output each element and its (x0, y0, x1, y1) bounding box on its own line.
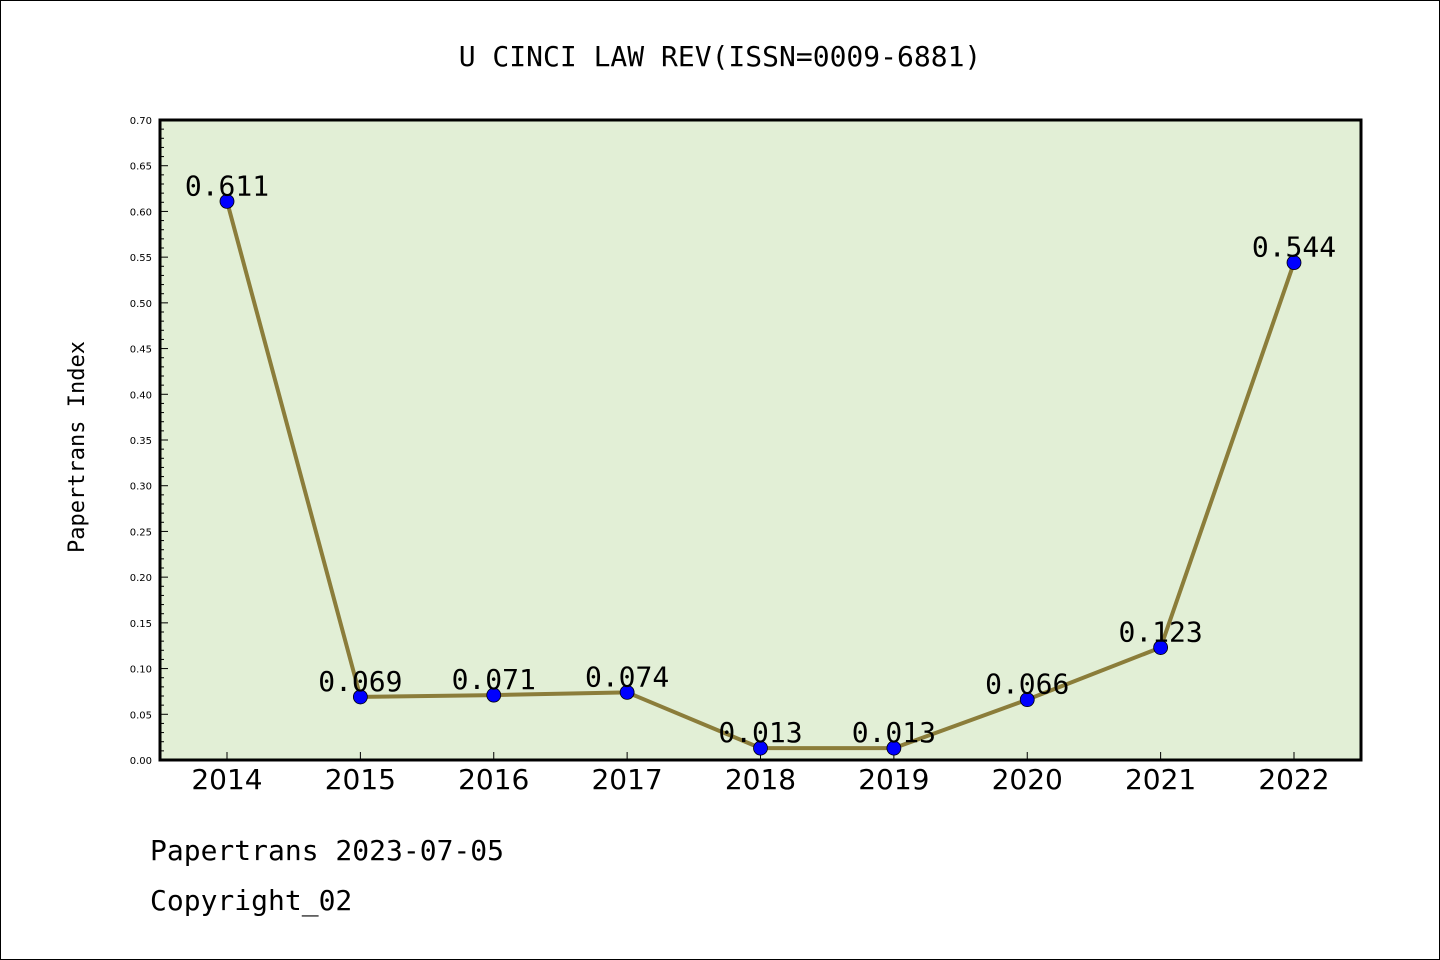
data-label: 0.071 (452, 663, 536, 696)
y-tick-label: 0.30 (130, 482, 152, 493)
data-label: 0.013 (718, 716, 802, 749)
data-label: 0.066 (985, 668, 1069, 701)
x-tick-label: 2015 (325, 763, 396, 796)
data-point (352, 689, 368, 705)
y-axis: 0.00 0.05 0.10 0.15 0.20 0.25 0.30 0.35 0.40 0.45… (130, 116, 168, 767)
y-tick-label: 0.70 (130, 116, 152, 127)
data-label: 0.544 (1252, 231, 1336, 264)
x-tick-label: 2014 (191, 763, 262, 796)
y-tick-label: 0.10 (130, 665, 152, 676)
y-tick-label: 0.35 (130, 436, 152, 447)
y-tick-label: 0.50 (130, 299, 152, 310)
x-tick-label: 2022 (1258, 763, 1329, 796)
footer-copyright: Copyright_02 (150, 884, 353, 917)
y-axis-label: Papertrans Index (65, 341, 90, 553)
x-tick-label: 2020 (992, 763, 1063, 796)
y-tick-label: 0.60 (130, 207, 152, 218)
data-point (619, 684, 635, 700)
y-tick-label: 0.25 (130, 527, 152, 538)
footer-date: Papertrans 2023-07-05 (150, 834, 505, 867)
y-tick-label: 0.40 (130, 390, 152, 401)
data-label: 0.074 (585, 660, 669, 693)
x-tick-label: 2016 (458, 763, 529, 796)
x-tick-label: 2017 (591, 763, 662, 796)
data-point (753, 740, 768, 756)
data-label: 0.069 (318, 665, 402, 698)
data-point (1153, 640, 1169, 655)
data-point (1019, 692, 1035, 708)
y-tick-label: 0.00 (130, 756, 152, 767)
y-tick-label: 0.15 (130, 619, 152, 630)
data-point (219, 193, 235, 209)
y-tick-label: 0.05 (130, 710, 152, 721)
data-label: 0.123 (1118, 616, 1202, 649)
chart-title: U CINCI LAW REV(ISSN=0009-6881) (459, 40, 982, 73)
x-tick-label: 2021 (1125, 763, 1196, 796)
series-papertrans-index: 0.611 0.069 0.071 0.074 0.013 0.013 0.066 0.123… (185, 169, 1336, 756)
y-tick-label: 0.65 (130, 162, 152, 173)
plot-border (158, 118, 1363, 762)
data-point (486, 687, 502, 703)
y-tick-label: 0.45 (130, 345, 152, 356)
x-axis: 2014 2015 2016 2017 2018 2019 2020 2021 2022 (191, 752, 1330, 796)
data-label: 0.611 (185, 169, 269, 202)
y-tick-label: 0.20 (130, 573, 152, 584)
y-tick-label: 0.55 (130, 253, 152, 264)
data-point (1286, 255, 1302, 271)
x-tick-label: 2018 (725, 763, 796, 796)
data-point (886, 740, 902, 756)
data-label: 0.013 (852, 716, 936, 749)
x-tick-label: 2019 (858, 763, 929, 796)
